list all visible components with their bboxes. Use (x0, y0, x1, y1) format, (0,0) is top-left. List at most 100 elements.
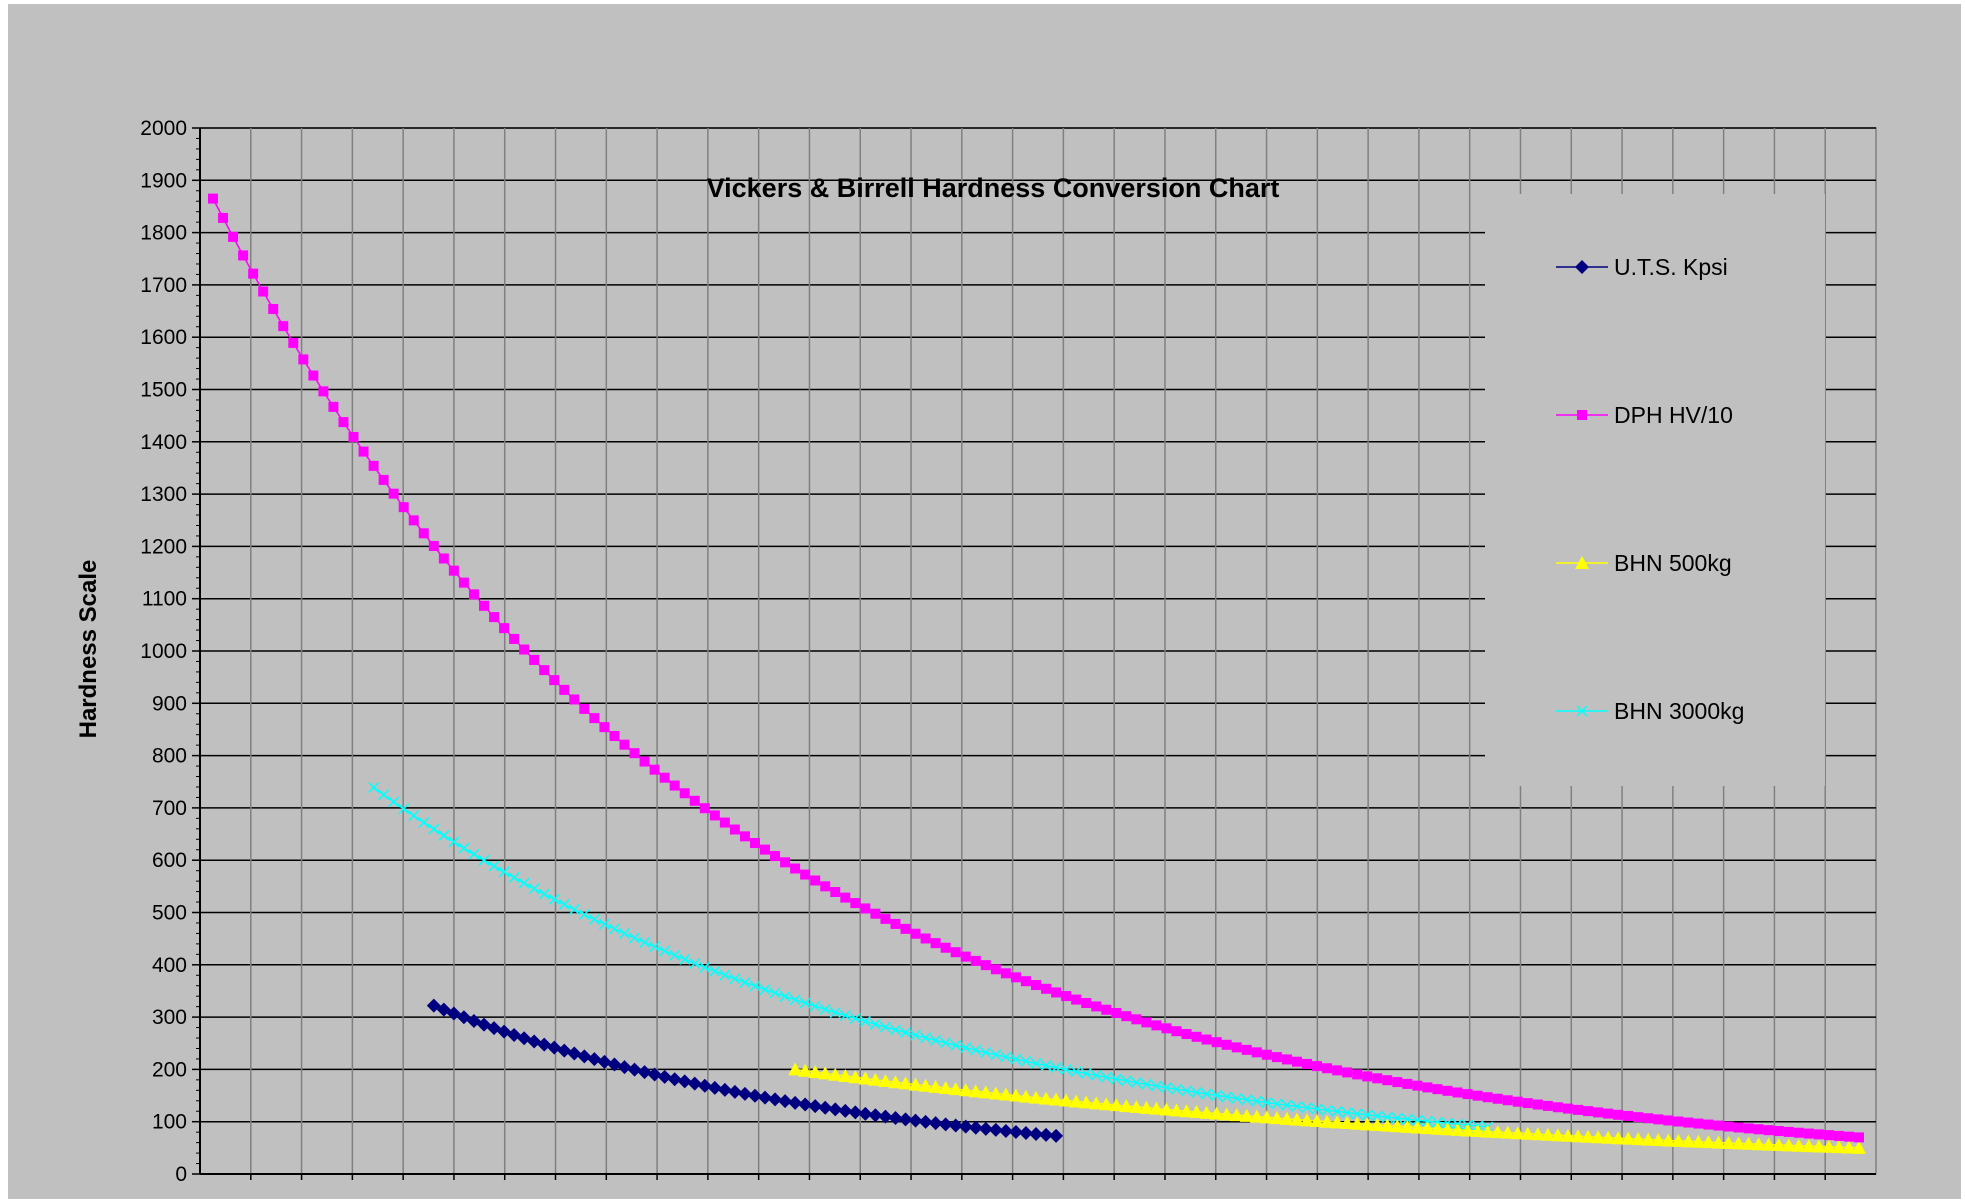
point-marker (619, 739, 630, 750)
marker-stroke (1221, 1091, 1233, 1103)
point-marker (950, 947, 961, 958)
point-marker (768, 1092, 783, 1107)
marker-stroke (608, 923, 620, 935)
marker-stroke (930, 1034, 942, 1046)
point-marker (456, 1010, 471, 1025)
point-marker (547, 1040, 562, 1055)
point-marker (428, 541, 439, 552)
point-marker (418, 816, 430, 829)
point-marker (468, 848, 480, 860)
point-marker (1653, 1114, 1664, 1125)
point-marker (1520, 1126, 1535, 1140)
point-marker (1791, 1138, 1806, 1152)
point-marker (890, 918, 901, 929)
point-marker (528, 883, 540, 895)
point-marker (1392, 1077, 1403, 1088)
point-marker (749, 980, 761, 992)
point-marker (930, 1034, 942, 1046)
point-marker (1340, 1116, 1355, 1130)
point-marker (1621, 1131, 1636, 1145)
point-marker (1130, 1077, 1142, 1089)
marker-stroke (1070, 1066, 1082, 1078)
point-marker (1440, 1122, 1455, 1136)
point-marker (729, 824, 740, 835)
point-marker (818, 1066, 833, 1080)
point-marker (1020, 1055, 1032, 1067)
legend-entry: BHN 500kg (1556, 550, 1732, 576)
y-tick-label: 1900 (140, 169, 187, 192)
point-marker (529, 654, 540, 665)
marker-stroke (498, 866, 510, 878)
marker-stroke (769, 987, 781, 999)
point-marker (509, 633, 520, 644)
point-marker (878, 1074, 893, 1088)
point-marker (1131, 1014, 1142, 1025)
marker-stroke (1301, 1102, 1313, 1114)
point-marker (958, 1119, 973, 1134)
point-marker (1603, 1108, 1614, 1119)
marker-stroke (588, 913, 600, 925)
point-marker (1673, 1116, 1684, 1127)
point-marker (839, 1009, 851, 1022)
point-marker (1209, 1106, 1224, 1120)
point-marker (1661, 1133, 1676, 1147)
point-marker (749, 838, 760, 849)
point-marker (1181, 1029, 1192, 1040)
point-marker (1139, 1100, 1154, 1114)
point-marker (779, 990, 791, 1002)
point-marker (599, 722, 610, 733)
point-marker (1783, 1126, 1794, 1137)
point-marker (1721, 1136, 1736, 1150)
point-marker (1129, 1099, 1144, 1113)
legend-label: DPH HV/10 (1614, 402, 1733, 428)
point-marker (1560, 1128, 1575, 1142)
point-marker (488, 860, 500, 872)
marker-stroke (719, 969, 731, 981)
point-marker (1251, 1095, 1263, 1107)
point-marker (960, 1042, 972, 1054)
marker-stroke (618, 927, 631, 939)
point-marker (1332, 1065, 1343, 1076)
point-marker (1852, 1140, 1866, 1154)
point-marker (1331, 1105, 1343, 1117)
series-2 (788, 1062, 1866, 1154)
point-marker (998, 1087, 1013, 1101)
point-marker (549, 675, 560, 686)
marker-stroke (1321, 1104, 1333, 1116)
point-marker (418, 528, 429, 539)
point-marker (870, 908, 881, 919)
point-marker (950, 1039, 962, 1051)
point-marker (928, 1079, 943, 1093)
point-marker (1120, 1075, 1132, 1087)
point-marker (970, 955, 981, 966)
legend-label: BHN 3000kg (1614, 698, 1744, 724)
marker-stroke (839, 1009, 851, 1022)
point-marker (879, 1021, 891, 1033)
point-marker (368, 460, 379, 471)
point-marker (1261, 1097, 1273, 1109)
point-marker (1199, 1105, 1214, 1119)
point-marker (1110, 1073, 1122, 1085)
marker-stroke (448, 836, 460, 848)
marker-stroke (1281, 1099, 1293, 1111)
point-marker (889, 1024, 902, 1036)
point-marker (1241, 1044, 1252, 1055)
marker-stroke (428, 823, 440, 835)
point-marker (1352, 1069, 1363, 1080)
point-marker (1249, 1109, 1264, 1123)
point-marker (1312, 1061, 1323, 1072)
point-marker (809, 1000, 821, 1012)
marker-stroke (1010, 1053, 1022, 1065)
point-marker (1723, 1121, 1734, 1132)
point-marker (1492, 1093, 1503, 1104)
chart-area: 0 100 200 300 400 500 600 700 800 900 1000 1100 1200… (8, 4, 1961, 1199)
point-marker (1480, 1124, 1495, 1138)
point-marker (1490, 1125, 1505, 1139)
point-marker (1643, 1113, 1654, 1124)
point-marker (1049, 1092, 1064, 1106)
point-marker (948, 1118, 963, 1133)
point-marker (1351, 1108, 1363, 1120)
point-marker (1219, 1107, 1234, 1121)
point-marker (679, 788, 690, 799)
point-marker (1310, 1114, 1325, 1128)
